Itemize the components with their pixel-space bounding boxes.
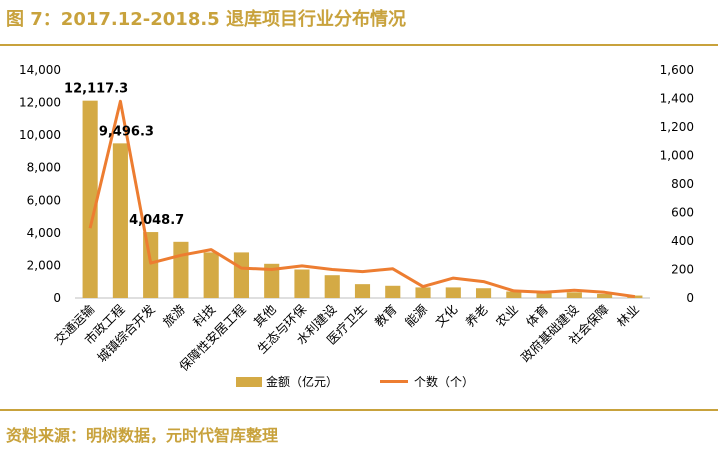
y-left-tick-label: 2,000 — [27, 258, 61, 272]
bar — [203, 252, 219, 298]
bar — [324, 275, 340, 298]
title-rule — [0, 44, 718, 46]
data-label: 4,048.7 — [129, 213, 184, 228]
bar — [445, 287, 461, 298]
bar — [264, 263, 280, 298]
legend: 金额（亿元） 个数（个） — [0, 373, 718, 391]
bar — [566, 292, 582, 298]
data-label: 9,496.3 — [99, 124, 154, 139]
legend-item-amount: 金额（亿元） — [236, 373, 338, 390]
count-line — [88, 99, 636, 299]
y-left-tick-label: 14,000 — [19, 63, 61, 77]
y-right-tick-label: 1,000 — [660, 149, 694, 163]
bar — [294, 269, 310, 298]
x-tick-label: 文化 — [432, 301, 461, 330]
bar — [475, 288, 492, 298]
y-left-tick-label: 8,000 — [27, 161, 61, 175]
y-left-tick-label: 4,000 — [27, 226, 61, 240]
y-right-tick-label: 1,200 — [660, 120, 694, 134]
bar — [415, 287, 431, 298]
bar — [536, 293, 552, 298]
figure-title: 图 7：2017.12-2018.5 退库项目行业分布情况 — [6, 9, 406, 30]
y-left-tick-label: 10,000 — [19, 128, 61, 142]
y-right-tick-label: 200 — [671, 263, 694, 277]
legend-item-count: 个数（个） — [380, 373, 474, 390]
chart: 0 2,000 4,000 6,000 8,000 10,000 12,000 14,000 0… — [19, 63, 694, 371]
x-tick-label: 农业 — [493, 302, 521, 330]
data-label: 12,117.3 — [64, 82, 128, 97]
y-right-tick-label: 1,400 — [660, 92, 694, 106]
legend-swatch-count — [380, 380, 408, 383]
source-rule — [0, 409, 718, 411]
y-right-tick-label: 0 — [686, 291, 694, 305]
bar — [112, 143, 128, 298]
y-left-tick-label: 6,000 — [27, 193, 61, 207]
legend-label-count: 个数（个） — [414, 375, 475, 389]
bar — [506, 291, 522, 298]
bar — [385, 285, 401, 298]
bar — [354, 284, 371, 298]
bar — [173, 241, 189, 298]
x-tick-label: 能源 — [402, 301, 431, 330]
bar — [233, 252, 250, 298]
y-right-tick-label: 1,600 — [660, 63, 694, 77]
y-left-tick-label: 12,000 — [19, 96, 61, 110]
legend-label-amount: 金额（亿元） — [266, 375, 339, 389]
bar — [82, 100, 98, 298]
legend-swatch-amount — [236, 376, 262, 387]
source-note: 资料来源：明树数据，元时代智库整理 — [6, 426, 279, 445]
x-tick-label: 教育 — [372, 302, 400, 330]
y-right-tick-label: 400 — [671, 234, 694, 248]
x-tick-label: 养老 — [462, 302, 490, 330]
y-right-tick-label: 600 — [671, 206, 694, 220]
bar — [597, 293, 613, 298]
y-right-tick-label: 800 — [671, 177, 694, 191]
x-tick-label: 林业 — [614, 302, 642, 330]
x-tick-label: 旅游 — [160, 301, 189, 330]
y-left-tick-label: 0 — [53, 291, 61, 305]
